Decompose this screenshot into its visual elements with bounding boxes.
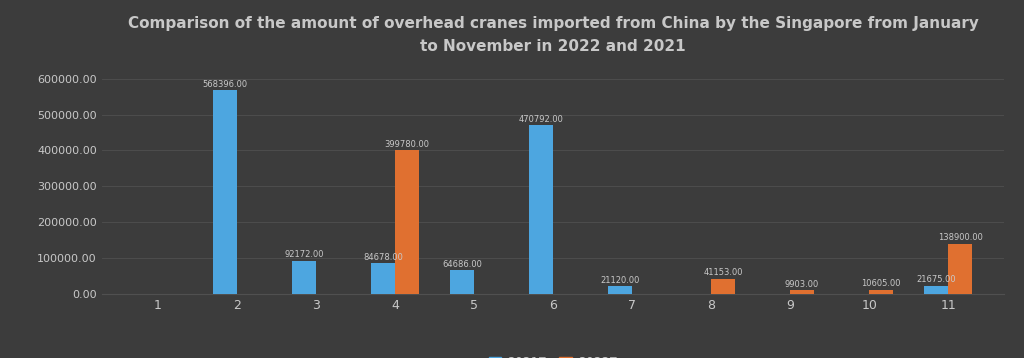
Text: 64686.00: 64686.00 — [442, 260, 482, 269]
Bar — [213, 90, 237, 294]
Bar — [948, 244, 972, 294]
Legend: 2021年, 2022年: 2021年, 2022年 — [483, 351, 623, 358]
Text: 21120.00: 21120.00 — [600, 276, 640, 285]
Text: 92172.00: 92172.00 — [285, 250, 324, 259]
Bar — [869, 290, 893, 294]
Bar — [711, 279, 735, 294]
Text: 470792.00: 470792.00 — [519, 115, 563, 124]
Bar — [292, 261, 315, 294]
Text: 568396.00: 568396.00 — [203, 79, 248, 89]
Title: Comparison of the amount of overhead cranes imported from China by the Singapore: Comparison of the amount of overhead cra… — [128, 16, 978, 54]
Bar — [371, 263, 395, 294]
Text: 138900.00: 138900.00 — [938, 233, 982, 242]
Text: 9903.00: 9903.00 — [784, 280, 819, 289]
Text: 21675.00: 21675.00 — [916, 275, 956, 284]
Bar — [608, 286, 632, 294]
Text: 84678.00: 84678.00 — [364, 253, 403, 262]
Bar — [529, 125, 553, 294]
Bar — [451, 270, 474, 294]
Bar — [395, 150, 419, 294]
Text: 399780.00: 399780.00 — [384, 140, 429, 149]
Text: 10605.00: 10605.00 — [861, 279, 901, 288]
Bar — [791, 290, 814, 294]
Bar — [925, 286, 948, 294]
Text: 41153.00: 41153.00 — [703, 268, 742, 277]
